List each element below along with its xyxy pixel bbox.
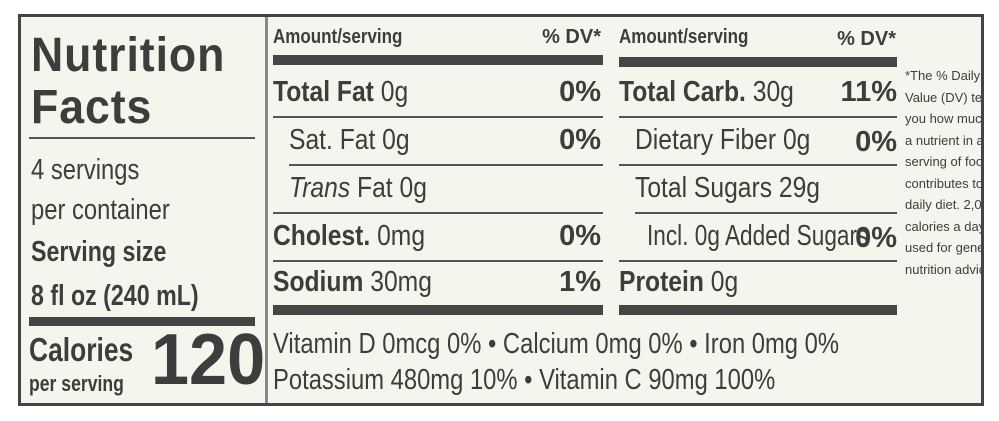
vitamins-line-2: Potassium 480mg 10% • Vitamin C 90mg 100… — [273, 364, 776, 396]
right-row-total-carb: Total Carb. 30g — [619, 76, 794, 108]
footnote-line: calories a day is — [905, 218, 984, 234]
left-row-divider — [273, 260, 603, 262]
right-row-divider — [619, 116, 897, 118]
left-row-sat-fat: Sat. Fat 0g — [289, 124, 410, 156]
right-row-added-sugars-dv: 0% — [855, 222, 897, 254]
footnote-line: *The % Daily — [905, 68, 981, 83]
footnote-line: serving of food — [905, 154, 984, 169]
left-row-divider — [273, 212, 603, 214]
serving-size-label: Serving size — [31, 236, 167, 268]
right-row-dietary-fiber-dv: 0% — [855, 126, 897, 158]
left-row-total-fat: Total Fat 0g — [273, 76, 409, 108]
title-nutrition: Nutrition — [31, 29, 226, 82]
right-row-dietary-fiber: Dietary Fiber 0g — [635, 124, 811, 156]
left-bottom-bar — [273, 305, 603, 315]
calories-per-serving: per serving — [29, 371, 124, 396]
servings-per-container: 4 servings — [31, 154, 140, 186]
servings-per-container-line2: per container — [31, 194, 170, 226]
left-row-divider — [273, 116, 603, 118]
right-header-bar — [619, 57, 897, 67]
title-facts: Facts — [31, 81, 153, 134]
calories-value: 120 — [151, 320, 266, 400]
left-row-divider — [289, 164, 603, 166]
calories-label: Calories — [29, 331, 134, 368]
right-bottom-bar — [619, 305, 897, 315]
nutrition-label: Nutrition Facts 4 servings per container… — [18, 14, 984, 406]
left-row-cholesterol-dv: 0% — [559, 220, 601, 252]
footnote-line: used for general — [905, 240, 984, 255]
vitamins-line-1: Vitamin D 0mcg 0% • Calcium 0mg 0% • Iro… — [273, 328, 840, 360]
right-header-dv: % DV* — [837, 28, 896, 50]
right-row-total-sugars: Total Sugars 29g — [635, 172, 821, 204]
footnote-line: daily diet. 2,000 — [905, 197, 982, 212]
right-header-amount: Amount/serving — [619, 26, 749, 48]
footnote-line: contributes to a — [905, 175, 984, 191]
panel-divider — [265, 17, 268, 403]
left-row-sodium: Sodium 30mg — [273, 266, 432, 298]
left-row-sodium-dv: 1% — [559, 266, 601, 298]
left-header-bar — [273, 55, 603, 65]
right-row-divider — [635, 212, 897, 214]
right-row-added-sugars: Incl. 0g Added Sugars — [647, 220, 869, 252]
left-row-trans-fat: Trans Fat 0g — [289, 172, 427, 204]
footnote: *The % Daily Value (DV) tells you how mu… — [905, 65, 984, 280]
footnote-line: nutrition advice. — [905, 261, 981, 277]
footnote-line: Value (DV) tells — [905, 89, 983, 105]
left-row-sat-fat-dv: 0% — [559, 124, 601, 156]
left-row-total-fat-dv: 0% — [559, 76, 601, 108]
footnote-line: you how much — [905, 111, 984, 126]
left-row-cholesterol: Cholest. 0mg — [273, 220, 426, 252]
right-row-protein: Protein 0g — [619, 266, 739, 298]
left-header-amount: Amount/serving — [273, 26, 403, 48]
right-row-divider — [619, 260, 897, 262]
serving-divider — [29, 317, 255, 326]
right-row-divider — [619, 164, 897, 166]
right-row-total-carb-dv: 11% — [840, 76, 897, 108]
left-header-dv: % DV* — [542, 26, 601, 48]
title-divider — [29, 137, 255, 139]
footnote-line: a nutrient in a — [905, 132, 984, 148]
serving-size-value: 8 fl oz (240 mL) — [31, 280, 199, 312]
